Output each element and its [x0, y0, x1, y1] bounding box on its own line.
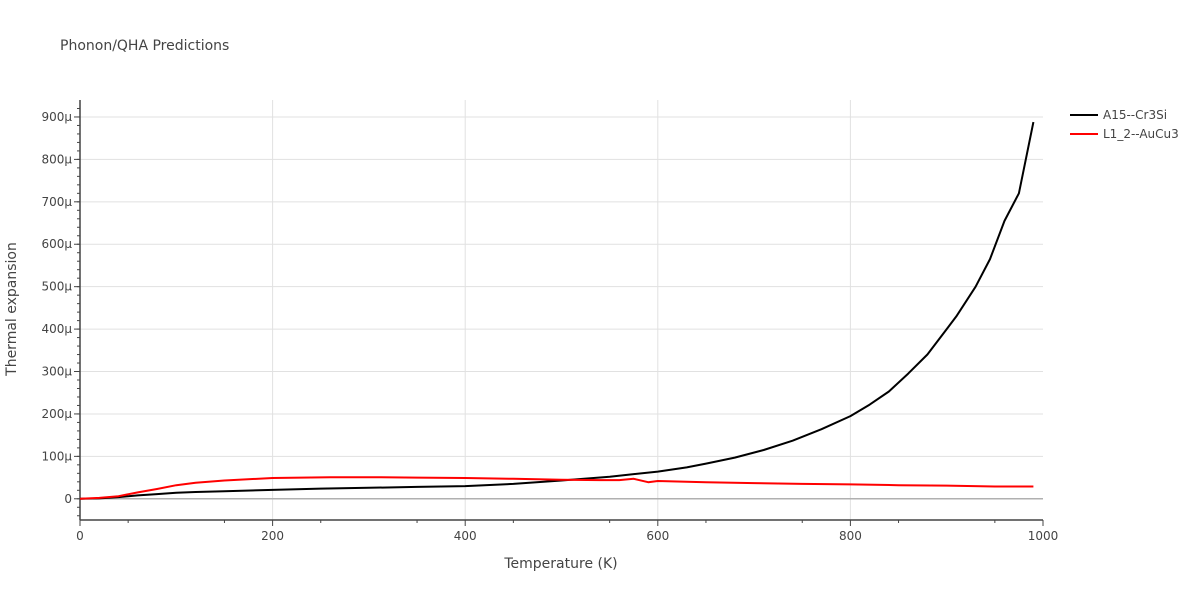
series-lines	[79, 121, 1035, 500]
x-tick-label: 800	[839, 529, 862, 543]
x-tick-label: 400	[454, 529, 477, 543]
y-tick-label: 0	[64, 492, 72, 506]
x-axis-title: Temperature (K)	[503, 556, 617, 572]
y-tick-label: 300μ	[41, 365, 72, 379]
y-tick-label: 800μ	[41, 152, 72, 166]
y-tick-label: 700μ	[41, 195, 72, 209]
axes: 0 200 400 600 800 1000 0 100μ 200μ 300μ 400μ 500μ 60…	[41, 100, 1058, 543]
y-tick-label: 200μ	[41, 407, 72, 421]
y-tick-label: 900μ	[41, 110, 72, 124]
legend-label[interactable]: A15--Cr3Si	[1103, 108, 1167, 122]
x-tick-label: 1000	[1028, 529, 1059, 543]
series-line-1[interactable]	[79, 121, 1035, 500]
x-tick-label: 0	[76, 529, 84, 543]
series-line-2[interactable]	[79, 476, 1034, 500]
x-tick-label: 600	[646, 529, 669, 543]
y-tick-label: 400μ	[41, 322, 72, 336]
y-axis-title: Thermal expansion	[4, 242, 20, 377]
legend[interactable]: A15--Cr3Si L1_2--AuCu3	[1070, 108, 1179, 141]
legend-label[interactable]: L1_2--AuCu3	[1103, 127, 1179, 141]
y-tick-label: 100μ	[41, 449, 72, 463]
gridlines	[80, 100, 1043, 520]
x-tick-label: 200	[261, 529, 284, 543]
y-tick-label: 500μ	[41, 280, 72, 294]
chart-title: Phonon/QHA Predictions	[60, 38, 229, 54]
y-tick-label: 600μ	[41, 237, 72, 251]
